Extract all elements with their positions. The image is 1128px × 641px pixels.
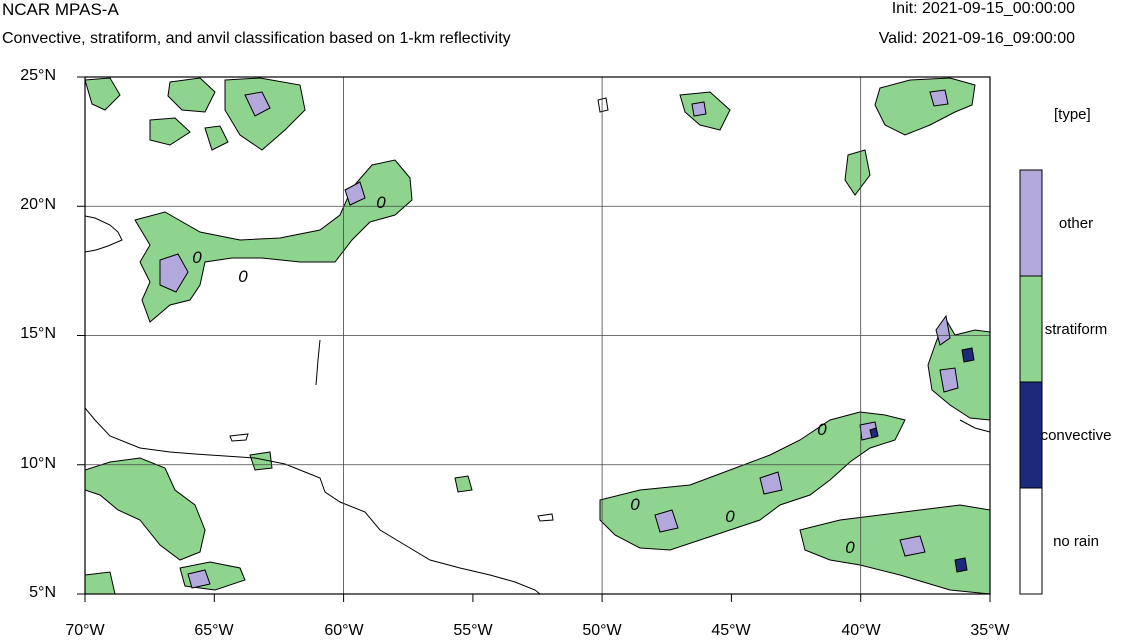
coastline (229, 433, 249, 442)
precip-area (599, 411, 906, 551)
lon-label-70w: 70°W (65, 622, 105, 639)
precip-area (874, 77, 976, 136)
precip-area (224, 77, 306, 151)
coastlines (85, 215, 990, 594)
precip-area (899, 535, 926, 557)
legend-label-convective: convective (1040, 427, 1112, 444)
legend-swatch-stratiform (1019, 275, 1043, 383)
precip-area (954, 557, 968, 573)
map-title: NCAR MPAS-A (2, 0, 119, 19)
precip-areas (85, 77, 990, 594)
coastline (85, 215, 123, 253)
precip-area (537, 513, 554, 522)
legend-label-other: other (1058, 215, 1094, 232)
lon-label-35w: 35°W (970, 622, 1010, 639)
precip-area (654, 509, 679, 533)
precip-area (799, 504, 990, 594)
legend-swatch-other (1019, 169, 1043, 277)
precip-area (939, 367, 959, 393)
precip-area (691, 101, 707, 117)
coastline (85, 407, 541, 594)
precip-area (187, 569, 211, 589)
legend-swatch-convective (1019, 381, 1043, 489)
legend-colorbar (1019, 169, 1043, 595)
contour-label: 0 (725, 507, 735, 526)
precip-area (759, 471, 783, 495)
contour-label: 0 (630, 495, 640, 514)
contour-label: 0 (376, 193, 386, 212)
lat-label-20n: 20°N (20, 196, 56, 213)
precip-area (344, 181, 366, 206)
precip-area (85, 571, 116, 594)
lon-label-40w: 40°W (841, 622, 881, 639)
coastline (315, 339, 321, 386)
precip-area (597, 97, 609, 113)
axis-ticks (77, 76, 991, 602)
legend-label-stratiform: stratiform (1044, 321, 1108, 338)
legend-label-no-rain: no rain (1053, 533, 1099, 550)
precip-area (844, 149, 871, 196)
precip-area (929, 89, 949, 107)
lon-label-60w: 60°W (324, 622, 364, 639)
precip-area (244, 91, 271, 117)
lat-label-25n: 25°N (20, 67, 56, 84)
contour-label: 0 (192, 248, 202, 267)
lat-label-5n: 5°N (29, 584, 56, 601)
precip-area (935, 314, 951, 346)
lon-label-50w: 50°W (582, 622, 622, 639)
contour-label: 0 (238, 267, 248, 286)
lon-label-55w: 55°W (453, 622, 493, 639)
precip-area (454, 475, 473, 493)
precip-area (149, 117, 191, 146)
precip-area (204, 125, 229, 151)
init-time: Init: 2021-09-15_00:00:00 (891, 0, 1075, 17)
precip-area (927, 316, 990, 421)
precip-area (869, 427, 879, 439)
lat-label-10n: 10°N (20, 455, 56, 472)
precip-area (85, 77, 121, 111)
map-subtitle: Convective, stratiform, and anvil classi… (2, 30, 511, 47)
precip-area (85, 457, 206, 561)
lon-label-65w: 65°W (194, 622, 234, 639)
lat-label-15n: 15°N (20, 325, 56, 342)
lon-label-45w: 45°W (711, 622, 751, 639)
precip-area (167, 77, 216, 113)
valid-time: Valid: 2021-09-16_09:00:00 (878, 30, 1075, 47)
contour-label: 0 (817, 420, 827, 439)
legend-title: [type] (1054, 106, 1091, 123)
precip-area (961, 347, 975, 363)
precip-area (134, 159, 413, 323)
graticule (85, 77, 990, 594)
coastline (959, 419, 990, 433)
precip-area (159, 253, 189, 293)
contour-labels: 0 0 0 0 0 0 0 (192, 193, 855, 557)
legend-swatch-no-rain (1019, 487, 1043, 595)
contour-label: 0 (845, 538, 855, 557)
